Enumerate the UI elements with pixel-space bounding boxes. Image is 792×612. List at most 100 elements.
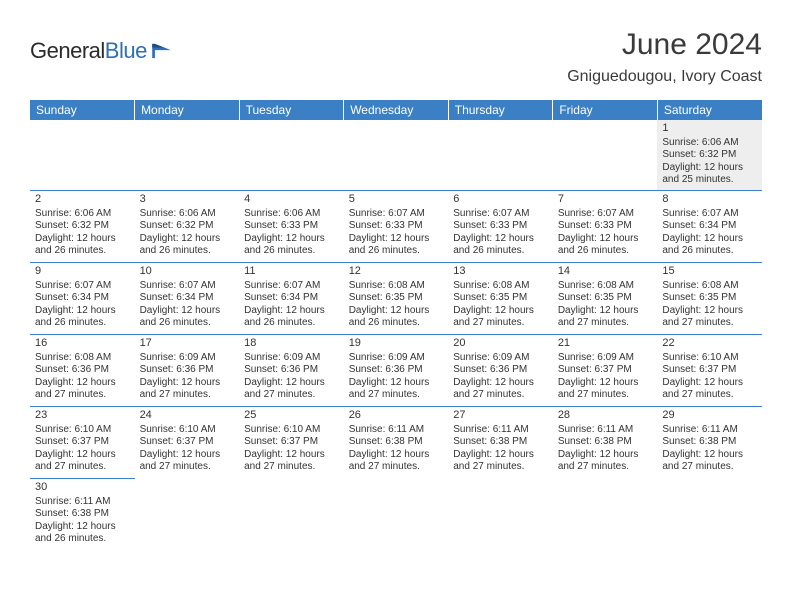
daylight-text: Daylight: 12 hours <box>140 449 235 462</box>
calendar-cell: 30Sunrise: 6:11 AMSunset: 6:38 PMDayligh… <box>30 478 135 552</box>
daylight-text: Daylight: 12 hours <box>453 449 548 462</box>
daylight-text: and 25 minutes. <box>662 174 757 187</box>
calendar-cell: 20Sunrise: 6:09 AMSunset: 6:36 PMDayligh… <box>448 334 553 406</box>
sunrise-text: Sunrise: 6:08 AM <box>349 280 444 293</box>
sunrise-text: Sunrise: 6:07 AM <box>662 208 757 221</box>
weekday-header: Thursday <box>448 100 553 120</box>
calendar-cell: 26Sunrise: 6:11 AMSunset: 6:38 PMDayligh… <box>344 406 449 478</box>
day-number: 30 <box>35 481 130 495</box>
sunset-text: Sunset: 6:32 PM <box>140 220 235 233</box>
sunrise-text: Sunrise: 6:06 AM <box>140 208 235 221</box>
sunset-text: Sunset: 6:37 PM <box>35 436 130 449</box>
sunrise-text: Sunrise: 6:09 AM <box>244 352 339 365</box>
sunrise-text: Sunrise: 6:09 AM <box>453 352 548 365</box>
calendar-row: 23Sunrise: 6:10 AMSunset: 6:37 PMDayligh… <box>30 406 762 478</box>
daylight-text: and 26 minutes. <box>244 245 339 258</box>
sunset-text: Sunset: 6:38 PM <box>35 508 130 521</box>
daylight-text: Daylight: 12 hours <box>35 377 130 390</box>
day-number: 27 <box>453 409 548 423</box>
daylight-text: Daylight: 12 hours <box>244 305 339 318</box>
sunset-text: Sunset: 6:33 PM <box>244 220 339 233</box>
calendar-cell <box>553 120 658 190</box>
weekday-header-row: Sunday Monday Tuesday Wednesday Thursday… <box>30 100 762 120</box>
sunrise-text: Sunrise: 6:11 AM <box>558 424 653 437</box>
sunset-text: Sunset: 6:35 PM <box>662 292 757 305</box>
calendar-cell: 1Sunrise: 6:06 AMSunset: 6:32 PMDaylight… <box>657 120 762 190</box>
sunset-text: Sunset: 6:36 PM <box>453 364 548 377</box>
sunset-text: Sunset: 6:38 PM <box>349 436 444 449</box>
calendar-cell: 5Sunrise: 6:07 AMSunset: 6:33 PMDaylight… <box>344 190 449 262</box>
calendar-cell: 11Sunrise: 6:07 AMSunset: 6:34 PMDayligh… <box>239 262 344 334</box>
sunrise-text: Sunrise: 6:06 AM <box>35 208 130 221</box>
daylight-text: Daylight: 12 hours <box>662 233 757 246</box>
daylight-text: Daylight: 12 hours <box>140 233 235 246</box>
sunrise-text: Sunrise: 6:08 AM <box>453 280 548 293</box>
daylight-text: and 27 minutes. <box>349 461 444 474</box>
daylight-text: and 26 minutes. <box>35 245 130 258</box>
calendar-cell <box>448 478 553 552</box>
sunset-text: Sunset: 6:36 PM <box>244 364 339 377</box>
daylight-text: Daylight: 12 hours <box>558 377 653 390</box>
day-number: 12 <box>349 265 444 279</box>
daylight-text: Daylight: 12 hours <box>140 377 235 390</box>
calendar-cell: 15Sunrise: 6:08 AMSunset: 6:35 PMDayligh… <box>657 262 762 334</box>
day-number: 3 <box>140 193 235 207</box>
daylight-text: Daylight: 12 hours <box>662 162 757 175</box>
daylight-text: Daylight: 12 hours <box>244 233 339 246</box>
calendar-cell: 9Sunrise: 6:07 AMSunset: 6:34 PMDaylight… <box>30 262 135 334</box>
daylight-text: Daylight: 12 hours <box>558 233 653 246</box>
sunset-text: Sunset: 6:32 PM <box>35 220 130 233</box>
day-number: 20 <box>453 337 548 351</box>
calendar-cell: 6Sunrise: 6:07 AMSunset: 6:33 PMDaylight… <box>448 190 553 262</box>
daylight-text: and 26 minutes. <box>244 317 339 330</box>
daylight-text: Daylight: 12 hours <box>349 233 444 246</box>
calendar-cell: 3Sunrise: 6:06 AMSunset: 6:32 PMDaylight… <box>135 190 240 262</box>
sunrise-text: Sunrise: 6:07 AM <box>558 208 653 221</box>
daylight-text: and 26 minutes. <box>662 245 757 258</box>
logo-word2: Blue <box>105 38 147 63</box>
calendar-cell <box>135 478 240 552</box>
calendar-cell: 17Sunrise: 6:09 AMSunset: 6:36 PMDayligh… <box>135 334 240 406</box>
daylight-text: and 27 minutes. <box>558 317 653 330</box>
daylight-text: Daylight: 12 hours <box>558 305 653 318</box>
calendar-cell: 16Sunrise: 6:08 AMSunset: 6:36 PMDayligh… <box>30 334 135 406</box>
sunrise-text: Sunrise: 6:06 AM <box>662 137 757 150</box>
daylight-text: and 27 minutes. <box>35 389 130 402</box>
daylight-text: and 27 minutes. <box>662 317 757 330</box>
title-block: June 2024 Gniguedougou, Ivory Coast <box>567 28 762 86</box>
day-number: 8 <box>662 193 757 207</box>
calendar-cell <box>30 120 135 190</box>
daylight-text: and 27 minutes. <box>349 389 444 402</box>
sunrise-text: Sunrise: 6:11 AM <box>662 424 757 437</box>
calendar-cell: 13Sunrise: 6:08 AMSunset: 6:35 PMDayligh… <box>448 262 553 334</box>
day-number: 17 <box>140 337 235 351</box>
sunset-text: Sunset: 6:37 PM <box>244 436 339 449</box>
daylight-text: Daylight: 12 hours <box>35 521 130 534</box>
day-number: 24 <box>140 409 235 423</box>
calendar-row: 9Sunrise: 6:07 AMSunset: 6:34 PMDaylight… <box>30 262 762 334</box>
sunset-text: Sunset: 6:38 PM <box>453 436 548 449</box>
daylight-text: Daylight: 12 hours <box>140 305 235 318</box>
sunrise-text: Sunrise: 6:11 AM <box>453 424 548 437</box>
daylight-text: Daylight: 12 hours <box>453 377 548 390</box>
calendar-cell: 10Sunrise: 6:07 AMSunset: 6:34 PMDayligh… <box>135 262 240 334</box>
calendar-cell: 18Sunrise: 6:09 AMSunset: 6:36 PMDayligh… <box>239 334 344 406</box>
calendar-cell: 8Sunrise: 6:07 AMSunset: 6:34 PMDaylight… <box>657 190 762 262</box>
sunset-text: Sunset: 6:33 PM <box>349 220 444 233</box>
calendar-cell <box>657 478 762 552</box>
daylight-text: and 27 minutes. <box>453 461 548 474</box>
calendar-cell: 2Sunrise: 6:06 AMSunset: 6:32 PMDaylight… <box>30 190 135 262</box>
calendar-cell: 23Sunrise: 6:10 AMSunset: 6:37 PMDayligh… <box>30 406 135 478</box>
day-number: 15 <box>662 265 757 279</box>
sunset-text: Sunset: 6:38 PM <box>662 436 757 449</box>
daylight-text: Daylight: 12 hours <box>662 305 757 318</box>
calendar-row: 1Sunrise: 6:06 AMSunset: 6:32 PMDaylight… <box>30 120 762 190</box>
calendar-cell <box>553 478 658 552</box>
sunrise-text: Sunrise: 6:07 AM <box>453 208 548 221</box>
flag-icon <box>151 43 173 59</box>
calendar-row: 2Sunrise: 6:06 AMSunset: 6:32 PMDaylight… <box>30 190 762 262</box>
daylight-text: and 27 minutes. <box>35 461 130 474</box>
day-number: 6 <box>453 193 548 207</box>
day-number: 18 <box>244 337 339 351</box>
day-number: 19 <box>349 337 444 351</box>
